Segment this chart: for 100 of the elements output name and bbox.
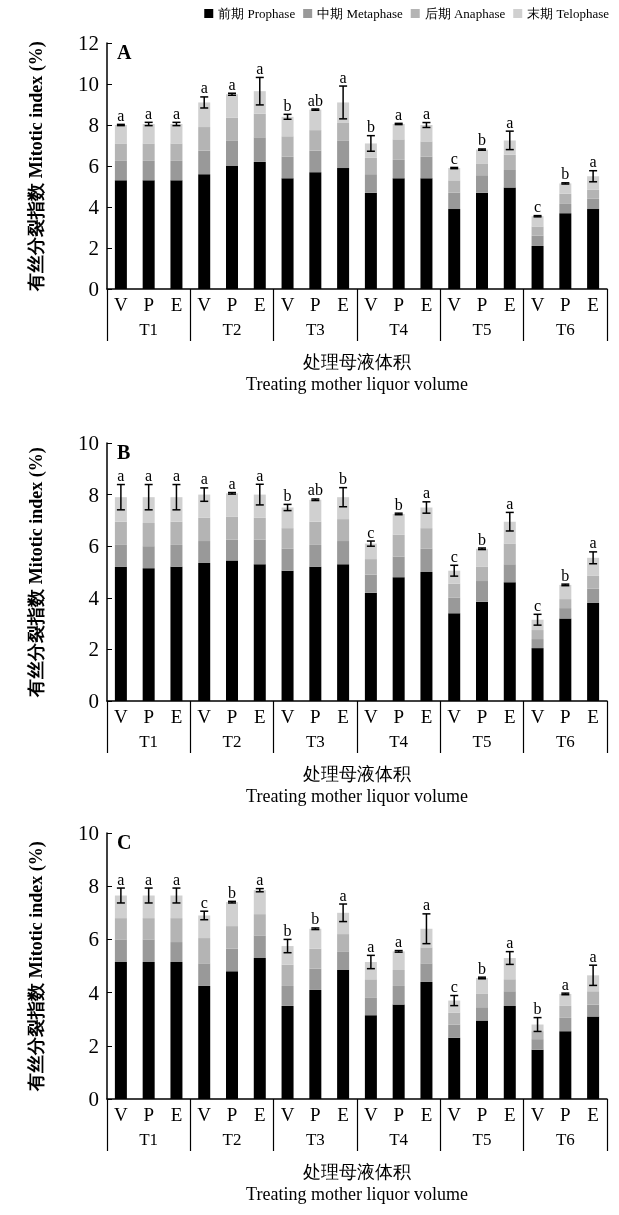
y-axis-title: 有丝分裂指数 Mitotic index (%): [26, 841, 47, 1092]
x-tick-label: V: [447, 706, 462, 727]
bar: [392, 139, 405, 160]
x-tick-label: V: [364, 1104, 379, 1125]
annotation: a: [506, 934, 514, 952]
x-axis-title: 处理母液体积 Treating mother liquor volume: [246, 352, 468, 394]
text: T5: [472, 320, 492, 339]
bar: [309, 109, 322, 131]
bar: [364, 574, 377, 593]
annotation: b: [394, 495, 403, 513]
x-tick-label: P: [560, 1104, 571, 1125]
text: T6: [555, 320, 575, 339]
annotation: b: [561, 165, 570, 183]
text: T1: [139, 1130, 159, 1149]
bar: [226, 539, 238, 561]
x-tick-label: V: [447, 1104, 462, 1125]
bar: [448, 192, 461, 210]
x-axis-title: 处理母液体积 Treating mother liquor volume: [246, 764, 468, 806]
legend-label: 末期 Telophase: [527, 6, 610, 21]
annotation: a: [367, 937, 375, 955]
bar: [559, 1005, 572, 1018]
bar: [337, 541, 350, 565]
bar: [281, 116, 294, 137]
annotation: a: [117, 870, 125, 888]
x-tick-label: P: [143, 706, 154, 727]
bar: [476, 977, 488, 994]
bar: [420, 141, 433, 157]
bar: [531, 1031, 544, 1040]
x-tick-label: E: [253, 706, 266, 727]
annotation: b: [478, 530, 486, 548]
annotation: a: [256, 59, 264, 77]
bar: [392, 951, 405, 970]
x-tick-label: E: [420, 294, 433, 315]
x-tick-label: P: [393, 706, 404, 727]
x-tick-label: P: [310, 1104, 321, 1125]
x-tick-label: P: [226, 1104, 238, 1125]
bar: [309, 544, 322, 567]
bar: [114, 939, 127, 963]
bar: [531, 226, 544, 236]
bar: [559, 584, 572, 600]
bar: [142, 497, 155, 523]
y-tick-label: 4: [88, 980, 100, 1005]
x-tick-label: E: [170, 706, 183, 727]
x-tick-label: V: [197, 706, 212, 727]
chart-title: A: [117, 41, 132, 63]
text: T2: [222, 732, 242, 751]
x-tick-label: P: [560, 706, 571, 727]
bar: [170, 521, 183, 545]
annotation: a: [145, 467, 153, 485]
x-tick-label: E: [170, 294, 183, 315]
x-tick-label: E: [587, 294, 599, 315]
legend-label: 中期 Metaphase: [317, 6, 403, 21]
annotation: b: [283, 486, 292, 504]
bar: [281, 548, 294, 571]
bar: [420, 507, 433, 529]
y-tick-label: 2: [88, 1033, 99, 1058]
chart-title: B: [117, 441, 131, 463]
bar: [531, 235, 544, 246]
bar: [448, 597, 461, 614]
annotation: a: [339, 68, 347, 86]
x-tick-label: V: [530, 706, 545, 727]
bar: [587, 991, 600, 1005]
bar: [309, 928, 322, 949]
x-tick-label: V: [114, 1104, 129, 1125]
bar: [170, 143, 183, 161]
bar: [114, 160, 127, 181]
annotation: c: [534, 596, 542, 614]
x-tick-label: E: [503, 1104, 516, 1125]
y-tick-label: 0: [88, 277, 99, 301]
bar: [559, 608, 572, 619]
annotation: a: [172, 870, 180, 888]
bar: [142, 160, 155, 181]
legend-label: 后期 Anaphase: [424, 6, 506, 21]
x-tick-label: V: [530, 294, 545, 315]
x-tick-label: V: [447, 294, 462, 315]
bar: [448, 1012, 461, 1025]
bar: [337, 519, 350, 542]
y-tick-label: 2: [88, 236, 99, 260]
bar: [392, 969, 405, 986]
bar: [253, 517, 266, 540]
x-tick-label: V: [280, 294, 295, 315]
text: T3: [305, 1130, 325, 1149]
bar: [587, 189, 600, 199]
x-tick-label: E: [420, 1104, 433, 1125]
annotation: c: [450, 978, 458, 996]
bar: [309, 521, 322, 545]
y-tick-label: 0: [88, 1087, 99, 1111]
bar: [420, 528, 433, 549]
annotation: a: [506, 113, 514, 131]
annotation: b: [478, 131, 486, 149]
annotation: a: [422, 484, 430, 502]
bar: [420, 548, 433, 572]
bar: [198, 494, 211, 518]
bar: [337, 122, 350, 141]
bar: [309, 150, 322, 173]
bar: [364, 543, 377, 560]
bar: [476, 548, 488, 567]
text: T2: [222, 320, 242, 339]
x-axis-title: 处理母液体积 Treating mother liquor volume: [246, 1162, 468, 1204]
bar: [170, 895, 183, 919]
